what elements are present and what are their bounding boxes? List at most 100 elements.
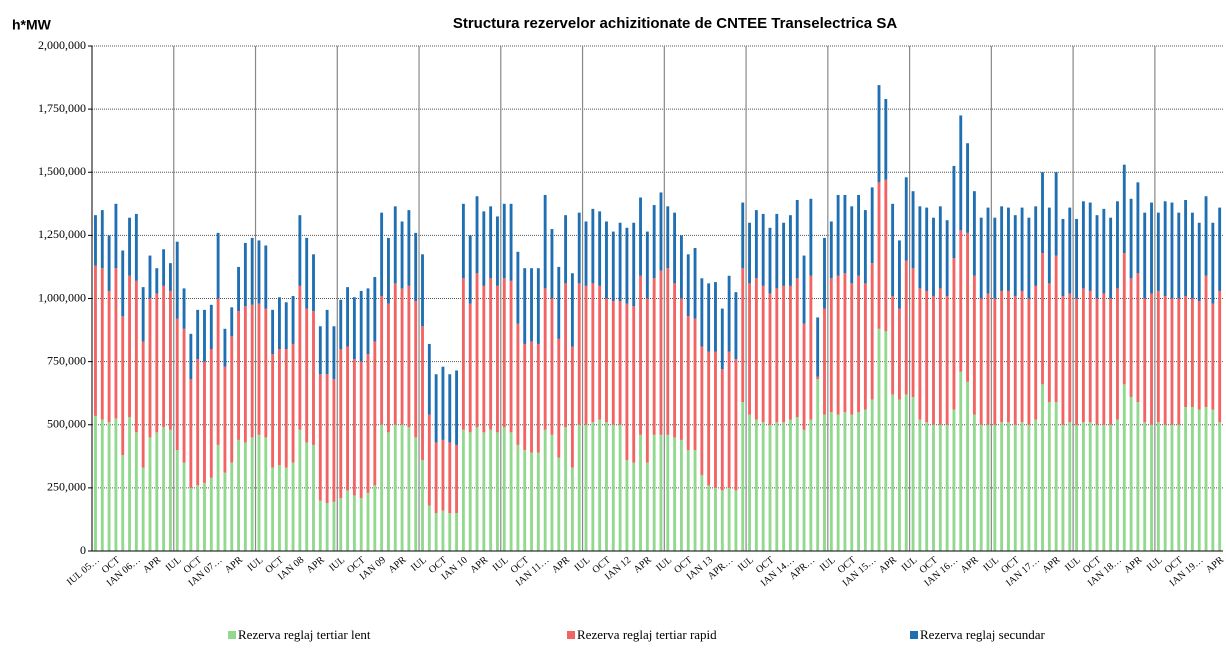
- bar-segment: [134, 432, 138, 551]
- bar-segment: [393, 206, 397, 284]
- bar-segment: [1054, 402, 1058, 551]
- bar-segment: [829, 412, 833, 551]
- bar-segment: [550, 434, 554, 551]
- bar-segment: [1177, 298, 1181, 425]
- bar-segment: [100, 419, 104, 551]
- bar-segment: [1041, 172, 1044, 254]
- bar-segment: [564, 215, 568, 284]
- bar-segment: [986, 207, 990, 294]
- bar-segment: [325, 503, 329, 551]
- bar-segment: [1102, 208, 1106, 294]
- bar-segment: [284, 302, 288, 349]
- bar-segment: [216, 298, 220, 445]
- x-tick-label: APR: [386, 554, 408, 575]
- bar-segment: [1007, 207, 1010, 291]
- bar-segment: [1197, 301, 1201, 410]
- bar-segment: [782, 222, 786, 286]
- bar-segment: [162, 249, 166, 286]
- bar-segment: [918, 288, 922, 420]
- bar-segment: [448, 374, 452, 443]
- bar-segment: [393, 424, 397, 551]
- x-tick-label: IUL: [573, 555, 593, 574]
- bar-segment: [836, 414, 840, 551]
- bar-segment: [128, 217, 131, 276]
- bar-segment: [666, 434, 670, 551]
- bar-segment: [795, 278, 799, 418]
- bar-segment: [843, 194, 847, 274]
- bar-segment: [1075, 424, 1079, 551]
- bar-segment: [877, 328, 881, 551]
- bar-segment: [734, 292, 738, 360]
- bar-segment: [918, 206, 922, 289]
- bar-segment: [802, 255, 806, 324]
- bar-segment: [366, 288, 370, 355]
- bar-segment: [1184, 295, 1188, 408]
- bar-segment: [564, 283, 568, 428]
- bar-segment: [911, 396, 915, 551]
- bar-segment: [1068, 293, 1072, 423]
- bar-segment: [618, 301, 622, 425]
- bar-segment: [155, 268, 159, 294]
- bar-segment: [652, 205, 656, 279]
- bar-segment: [182, 288, 186, 329]
- bar-segment: [877, 182, 881, 329]
- bar-segment: [257, 434, 261, 551]
- bar-segment: [536, 268, 540, 344]
- bar-segment: [639, 275, 642, 435]
- bar-segment: [523, 268, 527, 344]
- bar-segment: [1102, 424, 1106, 551]
- bar-segment: [1088, 422, 1092, 551]
- bar-segment: [598, 211, 602, 286]
- bar-segment: [141, 467, 145, 551]
- bar-segment: [407, 210, 411, 286]
- bar-segment: [1129, 278, 1133, 397]
- x-tick-label: APR: [1122, 554, 1144, 575]
- bar-segment: [175, 241, 179, 319]
- bar-segment: [870, 187, 874, 264]
- bar-segment: [523, 450, 527, 551]
- bar-segment: [434, 513, 438, 551]
- bar-segment: [516, 251, 520, 324]
- bar-segment: [114, 418, 118, 551]
- bar-segment: [325, 374, 329, 504]
- bar-segment: [584, 221, 588, 286]
- bar-segment: [359, 290, 363, 362]
- bar-segment: [1034, 419, 1038, 551]
- bar-segment: [189, 379, 193, 488]
- bar-segment: [659, 434, 663, 551]
- bar-segment: [100, 268, 104, 420]
- x-tick-label: IUL: [736, 555, 756, 574]
- legend-label: Rezerva reglaj tertiar rapid: [577, 627, 717, 642]
- bar-segment: [870, 263, 874, 400]
- bar-segment: [175, 318, 179, 450]
- bar-segment: [94, 215, 97, 266]
- bar-segment: [788, 285, 792, 420]
- bar-segment: [346, 346, 349, 491]
- bar-segment: [196, 309, 200, 360]
- bar-segment: [904, 260, 908, 395]
- bar-segment: [1068, 207, 1072, 294]
- bar-segment: [1007, 290, 1010, 423]
- bar-segment: [952, 165, 956, 259]
- bar-segment: [502, 203, 506, 279]
- bar-segment: [1204, 196, 1208, 276]
- x-tick-label: APR: [550, 554, 572, 575]
- y-tick-label: 250,000: [47, 480, 86, 494]
- bar-segment: [591, 283, 595, 423]
- bar-segment: [250, 437, 254, 551]
- bar-segment: [850, 414, 854, 551]
- x-tick-label: APR: [141, 554, 163, 575]
- bar-segment: [400, 288, 404, 425]
- bar-segment: [577, 212, 581, 284]
- bar-segment: [291, 462, 295, 551]
- y-axis-label: h*MW: [12, 17, 52, 33]
- bar-segment: [1000, 290, 1004, 423]
- legend-swatch: [228, 631, 236, 639]
- bar-segment: [141, 287, 145, 342]
- bar-segment: [1150, 424, 1153, 551]
- bar-segment: [1061, 424, 1065, 551]
- bar-segment: [1170, 298, 1174, 425]
- bar-segment: [1054, 172, 1058, 256]
- bar-segment: [979, 424, 983, 551]
